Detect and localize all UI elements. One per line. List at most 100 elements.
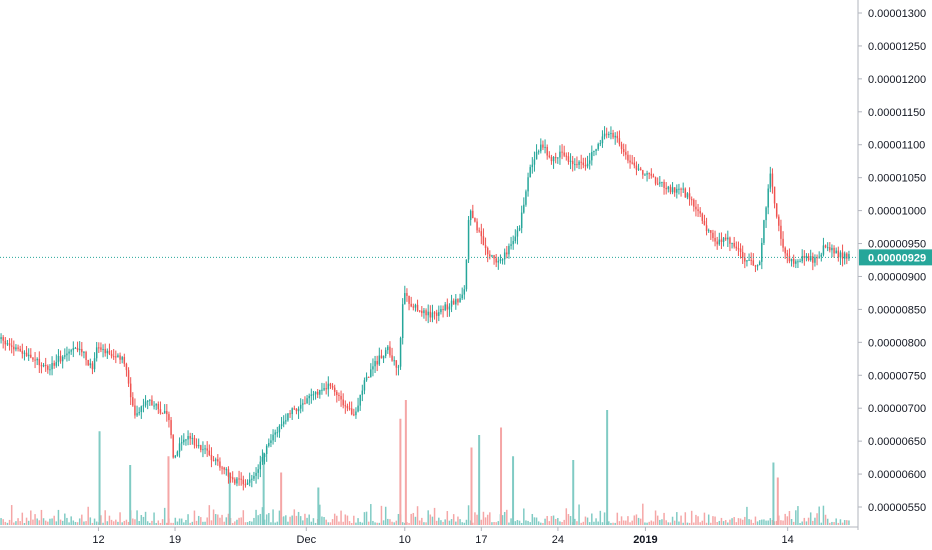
volume-bar (669, 522, 672, 525)
candle-body (127, 370, 130, 384)
candle-body (23, 352, 26, 354)
candle-body (682, 188, 684, 190)
volume-bar (448, 520, 451, 525)
candle-body (467, 220, 470, 260)
volume-bar (663, 512, 665, 525)
volume-bar (289, 516, 291, 525)
volume-bar (270, 522, 272, 525)
candle-body (489, 254, 491, 257)
candle-body (6, 343, 9, 345)
volume-bar (792, 521, 795, 525)
candle-body (89, 363, 92, 366)
price-tick-label: 0.00001100 (868, 140, 925, 152)
candle-body (397, 366, 400, 368)
volume-bar (174, 517, 177, 525)
volume-bar (582, 521, 585, 525)
candle-body (382, 355, 385, 359)
candle-body (599, 143, 602, 145)
candle-body (70, 350, 72, 352)
candle-body (673, 187, 676, 193)
candle-body (710, 230, 712, 233)
volume-bar (843, 520, 846, 525)
volume-bar (503, 511, 506, 525)
volume-bar (833, 522, 835, 525)
volume-bar (597, 521, 599, 525)
candle-body (633, 162, 636, 166)
time-axis[interactable]: 12 19 Dec 10 17 24 2019 14 (0, 526, 858, 546)
candle-body (442, 309, 444, 311)
candle-body (561, 151, 563, 153)
volume-bar (818, 506, 820, 525)
volume-bar (30, 510, 32, 525)
candle-body (153, 405, 155, 407)
volume-bar (788, 511, 791, 525)
volume-bar (654, 510, 657, 525)
volume-bar (535, 517, 538, 525)
volume-bar (520, 522, 523, 525)
volume-bar (495, 522, 497, 525)
volume-bar (797, 506, 799, 525)
candle-body (605, 133, 608, 135)
volume-bar (321, 516, 323, 525)
volume-bar (578, 504, 580, 525)
volume-bar (659, 519, 661, 525)
volume-bar (195, 520, 198, 525)
candle-body (837, 250, 840, 258)
candle-body (389, 346, 391, 356)
volume-bar (703, 512, 706, 525)
volume-bar (265, 514, 268, 525)
candle-body (610, 132, 612, 135)
candle-body (163, 410, 166, 414)
volume-bar (501, 515, 504, 525)
volume-bar (629, 522, 631, 525)
candle-body (64, 355, 66, 357)
volume-bar (518, 520, 521, 525)
volume-layer (0, 400, 850, 525)
candle-body (72, 348, 75, 351)
volume-bar (514, 521, 517, 525)
volume-bar (710, 522, 712, 525)
volume-bar (346, 515, 349, 525)
candle-body (650, 173, 653, 176)
candle-body (686, 193, 689, 198)
price-axis[interactable]: 0.00001300 0.00001250 0.00001200 0.00001150… (857, 0, 932, 530)
candle-body (27, 354, 30, 357)
volume-bar (102, 522, 104, 525)
volume-bar (444, 519, 446, 525)
candle-body (667, 186, 670, 190)
candle-body (342, 399, 344, 406)
candle-body (795, 261, 797, 264)
volume-bar (115, 519, 117, 525)
candle-body (690, 199, 693, 201)
candle-body (234, 479, 236, 484)
volume-bar (38, 520, 41, 525)
volume-bar (546, 515, 548, 525)
candle-body (546, 146, 548, 156)
candle-layer (0, 126, 850, 491)
volume-bar (127, 521, 130, 525)
candle-body (297, 408, 300, 412)
candle-body (214, 459, 217, 461)
volume-bar (620, 516, 623, 525)
candle-body (210, 454, 213, 461)
volume-bar (824, 514, 827, 525)
volume-bar (452, 514, 455, 525)
volume-bar (125, 519, 128, 525)
candle-body (78, 348, 81, 351)
candle-body (578, 161, 580, 166)
candle-body (520, 212, 523, 229)
candle-body (144, 401, 147, 406)
volume-bar (720, 517, 723, 525)
volume-bar (76, 522, 79, 525)
volume-bar (340, 510, 342, 525)
candle-body (191, 437, 194, 439)
candle-body (276, 432, 279, 434)
volume-bar (110, 519, 113, 525)
candle-body (741, 251, 744, 258)
candle-body (246, 482, 249, 485)
volume-bar (83, 521, 85, 525)
candle-body (705, 225, 708, 231)
candle-body (576, 164, 578, 166)
volume-bar (282, 516, 285, 525)
